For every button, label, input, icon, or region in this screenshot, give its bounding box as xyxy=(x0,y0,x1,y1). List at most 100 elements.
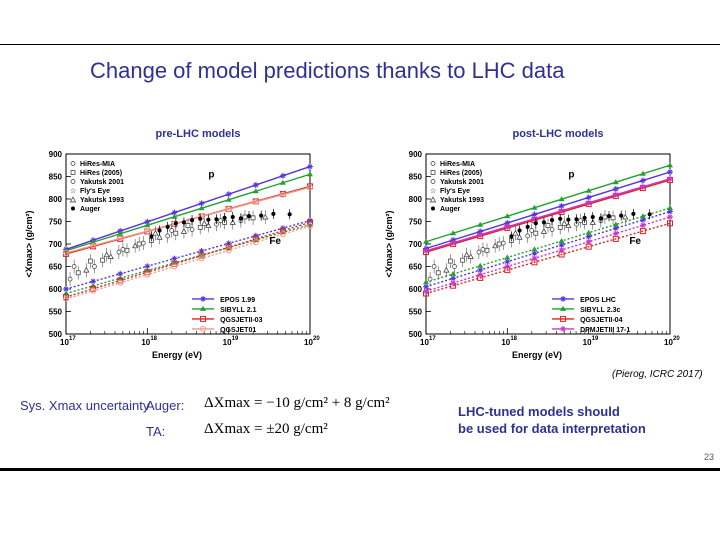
data-point xyxy=(452,264,457,269)
auger-point xyxy=(165,224,170,229)
iron-marker xyxy=(667,208,673,215)
auger-point xyxy=(566,217,571,222)
iron-marker xyxy=(90,278,97,285)
data-point xyxy=(476,249,482,255)
iron-marker xyxy=(585,229,592,235)
auger-point xyxy=(222,215,227,220)
iron-line xyxy=(425,207,671,283)
proton-marker xyxy=(307,163,313,170)
x-axis-label: Energy (eV) xyxy=(512,350,562,360)
iron-marker xyxy=(171,255,178,262)
data-point xyxy=(201,220,208,226)
data-point xyxy=(140,240,146,246)
iron-marker xyxy=(477,262,484,268)
data-point xyxy=(92,264,97,269)
x-tick-label: 10 xyxy=(583,338,592,347)
iron-marker xyxy=(144,271,151,278)
proton-marker xyxy=(307,171,313,177)
proton-marker xyxy=(225,191,232,198)
y-tick-label: 850 xyxy=(409,173,423,182)
citation: (Pierog, ICRC 2017) xyxy=(612,369,703,380)
x-axis-label: Energy (eV) xyxy=(152,350,202,360)
auger-point xyxy=(259,213,264,218)
iron-marker xyxy=(639,228,646,235)
proton-marker xyxy=(504,223,511,230)
data-point xyxy=(540,228,548,234)
y-tick-label: 800 xyxy=(409,195,423,204)
auger-point xyxy=(549,218,555,223)
auger-point xyxy=(206,217,211,222)
auger-point xyxy=(619,213,624,218)
note-line-1: LHC-tuned models should xyxy=(458,404,620,419)
legend-marker xyxy=(69,196,77,203)
data-point xyxy=(463,251,470,258)
auger-point xyxy=(246,214,252,219)
x-tick-label: 10 xyxy=(223,338,232,347)
iron-line xyxy=(65,225,311,300)
data-point xyxy=(83,266,90,273)
legend-marker: ☆ xyxy=(430,187,436,195)
data-point xyxy=(443,266,450,273)
iron-marker xyxy=(117,270,124,277)
legend-model-marker xyxy=(560,305,567,311)
data-point xyxy=(169,228,175,233)
iron-marker xyxy=(252,232,259,239)
iron-marker xyxy=(423,283,429,290)
iron-marker xyxy=(531,250,538,257)
auger-point xyxy=(590,214,595,220)
iron-marker xyxy=(585,233,592,240)
iron-marker xyxy=(477,267,484,274)
data-point xyxy=(136,241,142,247)
data-point xyxy=(250,215,256,221)
auger-point xyxy=(157,228,162,233)
proton-marker xyxy=(639,177,646,184)
ta-label: TA: xyxy=(146,424,166,439)
data-legend-label: HiRes-MIA xyxy=(440,161,475,168)
x-tick-label: 10 xyxy=(420,338,429,347)
iron-marker xyxy=(558,242,565,248)
iron-marker xyxy=(307,223,313,229)
data-point xyxy=(561,220,568,226)
data-point xyxy=(67,276,73,282)
y-tick-label: 900 xyxy=(409,150,423,159)
data-point xyxy=(229,219,236,225)
iron-marker xyxy=(117,279,124,286)
iron-marker xyxy=(63,295,69,302)
auger-point xyxy=(533,221,538,226)
proton-marker xyxy=(667,162,673,168)
data-point xyxy=(480,247,486,252)
iron-marker xyxy=(225,247,232,254)
data-legend-label: HiRes-MIA xyxy=(80,161,115,168)
iron-marker xyxy=(63,294,69,301)
y-tick-label: 700 xyxy=(409,240,423,249)
sys-uncertainty-label: Sys. Xmax uncertainty xyxy=(20,398,150,413)
model-legend-label: SIBYLL 2.3c xyxy=(580,307,620,314)
legend-marker: ☆ xyxy=(70,187,76,195)
auger-point xyxy=(189,218,195,223)
data-point xyxy=(173,230,179,236)
data-point xyxy=(242,214,248,220)
chart-title: post-LHC models xyxy=(512,128,603,140)
iron-marker xyxy=(307,217,313,224)
iron-marker xyxy=(450,271,457,276)
y-tick-label: 550 xyxy=(409,308,423,317)
legend-marker xyxy=(70,161,76,166)
iron-marker xyxy=(667,220,673,227)
data-legend-label: HiRes (2005) xyxy=(440,170,482,177)
model-legend-label: SIBYLL 2.1 xyxy=(220,307,257,314)
data-point xyxy=(427,276,433,282)
y-tick-label: 750 xyxy=(409,218,423,227)
x-tick-label: 10 xyxy=(304,338,313,347)
proton-marker xyxy=(639,183,646,190)
proton-marker xyxy=(307,184,313,191)
y-axis-label: <Xmax> (g/cm²) xyxy=(24,210,34,277)
proton-marker xyxy=(612,191,619,198)
auger-point xyxy=(558,216,563,221)
data-legend-label: Yakutsk 1993 xyxy=(440,197,484,204)
proton-marker xyxy=(423,238,429,244)
data-legend-label: Auger xyxy=(440,206,461,213)
slide-title: Change of model predictions thanks to LH… xyxy=(90,58,565,83)
proton-label: p xyxy=(568,169,574,180)
proton-marker xyxy=(558,207,565,214)
data-point xyxy=(512,229,519,236)
